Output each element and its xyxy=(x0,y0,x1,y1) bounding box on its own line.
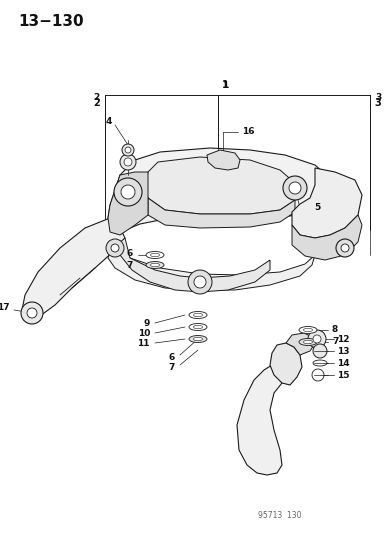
Polygon shape xyxy=(108,172,148,235)
Circle shape xyxy=(308,330,326,348)
Polygon shape xyxy=(292,215,362,260)
Text: 7: 7 xyxy=(169,364,175,373)
Text: 13: 13 xyxy=(337,346,350,356)
Text: 7: 7 xyxy=(126,261,133,270)
Text: 3: 3 xyxy=(374,98,381,108)
Ellipse shape xyxy=(189,324,207,330)
Circle shape xyxy=(122,144,134,156)
Text: 6: 6 xyxy=(169,353,175,362)
Circle shape xyxy=(194,276,206,288)
Polygon shape xyxy=(207,150,240,170)
Text: 9: 9 xyxy=(144,319,150,327)
Ellipse shape xyxy=(146,252,164,259)
Text: 12: 12 xyxy=(337,335,350,343)
Circle shape xyxy=(21,302,43,324)
Text: 7: 7 xyxy=(332,337,338,346)
Ellipse shape xyxy=(303,340,312,344)
Polygon shape xyxy=(145,157,295,214)
Text: 3: 3 xyxy=(375,93,381,101)
Circle shape xyxy=(312,369,324,381)
Polygon shape xyxy=(148,198,295,228)
Ellipse shape xyxy=(189,311,207,319)
Polygon shape xyxy=(108,250,315,290)
Text: 95713  130: 95713 130 xyxy=(258,511,302,520)
Circle shape xyxy=(121,185,135,199)
Text: 8: 8 xyxy=(332,326,338,335)
Ellipse shape xyxy=(194,325,203,329)
Text: 14: 14 xyxy=(337,359,350,367)
Ellipse shape xyxy=(194,337,203,341)
Ellipse shape xyxy=(299,338,317,345)
Circle shape xyxy=(114,178,142,206)
Text: 11: 11 xyxy=(137,338,150,348)
Text: 2: 2 xyxy=(93,93,99,101)
Circle shape xyxy=(106,239,124,257)
Ellipse shape xyxy=(303,328,312,332)
Circle shape xyxy=(283,176,307,200)
Circle shape xyxy=(289,182,301,194)
Text: 13−130: 13−130 xyxy=(18,14,84,29)
Text: 6: 6 xyxy=(127,249,133,259)
Polygon shape xyxy=(237,365,282,475)
Text: 15: 15 xyxy=(337,370,350,379)
Ellipse shape xyxy=(189,335,207,343)
Ellipse shape xyxy=(299,327,317,334)
Circle shape xyxy=(27,308,37,318)
Circle shape xyxy=(313,344,327,358)
Text: 1: 1 xyxy=(222,80,229,90)
Circle shape xyxy=(120,154,136,170)
Circle shape xyxy=(188,270,212,294)
Ellipse shape xyxy=(194,313,203,317)
Text: 10: 10 xyxy=(138,328,150,337)
Polygon shape xyxy=(270,343,302,385)
Ellipse shape xyxy=(151,253,159,257)
Text: 17: 17 xyxy=(0,303,10,312)
Text: 4: 4 xyxy=(106,117,112,126)
Text: 2: 2 xyxy=(93,98,100,108)
Ellipse shape xyxy=(146,262,164,269)
Polygon shape xyxy=(22,218,125,320)
Circle shape xyxy=(111,244,119,252)
Circle shape xyxy=(124,158,132,166)
Ellipse shape xyxy=(151,263,159,266)
Text: 1: 1 xyxy=(222,81,228,90)
Polygon shape xyxy=(286,333,314,355)
Circle shape xyxy=(125,147,131,153)
Polygon shape xyxy=(292,168,362,238)
Text: 5: 5 xyxy=(314,204,320,213)
Circle shape xyxy=(336,239,354,257)
Polygon shape xyxy=(118,238,270,292)
Ellipse shape xyxy=(313,360,327,366)
Text: 16: 16 xyxy=(242,127,255,136)
Polygon shape xyxy=(108,148,330,232)
Circle shape xyxy=(313,335,321,343)
Circle shape xyxy=(341,244,349,252)
